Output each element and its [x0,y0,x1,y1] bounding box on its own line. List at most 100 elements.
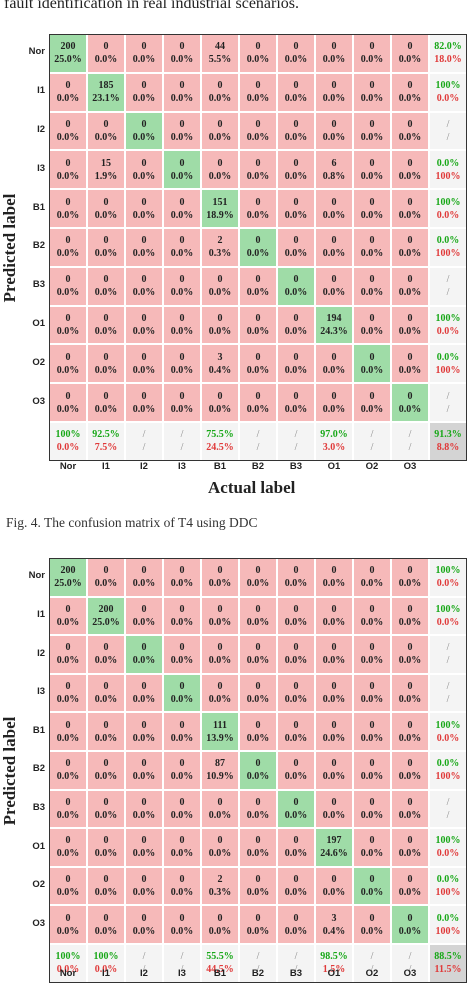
matrix-cell-error: 0 0.0% [239,266,277,306]
cell-count: 0 [179,835,185,847]
cell-count: 0 [293,312,299,324]
matrix-cell-error: 0 0.0% [49,189,87,228]
cell-percent: 25.0% [54,578,82,590]
matrix-cell-error: 0 0.0% [163,751,201,790]
matrix-cell-error: 0 0.0% [201,905,239,944]
cell-percent: 0.0% [398,248,422,260]
cell-percent: 0.0% [398,209,422,221]
cell-percent: 0.0% [360,403,384,415]
cell-count: 0 [217,312,223,324]
summary-error-rate: 0.0% [436,732,460,744]
cell-count: 0 [179,235,185,247]
matrix-cell-error: 0 0.0% [201,266,239,306]
cell-percent: 0.0% [246,403,270,415]
row-label: B3 [32,279,45,291]
summary-error-rate: 1.5% [322,964,346,976]
cell-percent: 0.0% [398,655,422,667]
row-label: O2 [32,356,45,368]
cell-percent: 0.0% [94,248,118,260]
y-axis-title: Predicted label [0,193,19,303]
summary-correct-rate: 100% [435,603,461,615]
cell-count: 0 [179,603,185,615]
cell-percent: 0.0% [170,616,194,628]
matrix-cell-error: 0 0.0% [391,150,429,190]
summary-value: / [446,642,450,654]
cell-percent: 0.0% [208,325,232,337]
matrix-cell-error: 0 0.0% [87,905,125,944]
cell-count: 0 [179,758,185,770]
cell-count: 0 [369,157,375,169]
row-label: I3 [37,162,45,174]
cell-percent: 0.0% [360,771,384,783]
matrix-cell-correct: 194 24.3% [315,305,353,345]
cell-count: 0 [407,80,413,92]
summary-error-rate: 18.0% [434,54,462,66]
cell-count: 0 [369,642,375,654]
cell-percent: 0.0% [132,131,156,143]
summary-value: / [370,964,374,976]
cell-percent: 0.0% [56,655,80,667]
cell-count: 0 [369,758,375,770]
row-summary-cell: 100% 0.0% [429,596,467,636]
matrix-cell-correct: 111 13.9% [201,712,239,751]
cell-count: 0 [65,603,71,615]
matrix-cell-error: 0 0.0% [239,558,277,597]
cell-count: 0 [255,157,261,169]
matrix-cell-error: 0 0.0% [391,266,429,306]
summary-correct-rate: 98.5% [320,951,348,963]
cell-count: 0 [217,118,223,130]
matrix-cell-error: 0 0.0% [391,72,429,112]
cell-count: 151 [212,196,228,208]
matrix-cell-error: 0 0.0% [315,751,353,790]
cell-count: 0 [331,565,337,577]
column-summary-cell: / / [277,422,315,461]
cell-count: 0 [407,874,413,886]
matrix-cell-error: 0 0.0% [353,189,391,228]
cell-percent: 0.0% [94,287,118,299]
matrix-cell-error: 0 0.0% [315,635,353,674]
cell-count: 0 [407,351,413,363]
matrix-cell-error: 0 0.0% [353,383,391,422]
matrix-cell-error: 0 0.0% [49,111,87,151]
cell-percent: 0.0% [398,848,422,860]
cell-count: 0 [293,912,299,924]
cell-percent: 0.0% [360,364,384,376]
row-label: O3 [32,395,45,407]
matrix-cell-error: 0 0.0% [49,305,87,345]
cell-count: 0 [179,796,185,808]
matrix-cell-error: 0 0.0% [315,596,353,636]
matrix-cell-error: 0 0.0% [49,866,87,906]
summary-value: / [294,951,298,963]
matrix-cell-error: 0 0.0% [353,635,391,674]
cell-count: 0 [141,565,147,577]
matrix-cell-error: 0 0.0% [353,558,391,597]
summary-error-rate: 100% [435,248,461,260]
cell-count: 0 [103,274,109,286]
cell-count: 0 [407,642,413,654]
matrix-cell-correct: 0 0.0% [391,383,429,422]
cell-percent: 0.0% [208,848,232,860]
cell-percent: 0.0% [94,54,118,66]
cell-percent: 0.0% [246,887,270,899]
matrix-cell-error: 0 0.0% [239,828,277,867]
cell-count: 0 [141,196,147,208]
cell-count: 197 [326,835,342,847]
cell-percent: 0.0% [170,209,194,221]
matrix-cell-error: 0 0.0% [239,596,277,636]
cell-count: 0 [65,874,71,886]
cell-count: 200 [98,603,114,615]
matrix-cell-error: 0 0.0% [353,596,391,636]
summary-correct-rate: 0.0% [436,351,460,363]
matrix-cell-error: 0 0.0% [277,712,315,751]
cell-percent: 0.0% [94,325,118,337]
summary-correct-rate: 100% [435,196,461,208]
matrix-cell-error: 0 0.0% [391,596,429,636]
cell-count: 0 [179,274,185,286]
column-summary-cell: / / [353,422,391,461]
cell-percent: 0.0% [246,694,270,706]
row-label: Nor [28,46,45,58]
matrix-cell-correct: 0 0.0% [391,905,429,944]
matrix-cell-correct: 0 0.0% [163,673,201,713]
cell-percent: 0.0% [94,131,118,143]
cell-percent: 0.0% [246,809,270,821]
